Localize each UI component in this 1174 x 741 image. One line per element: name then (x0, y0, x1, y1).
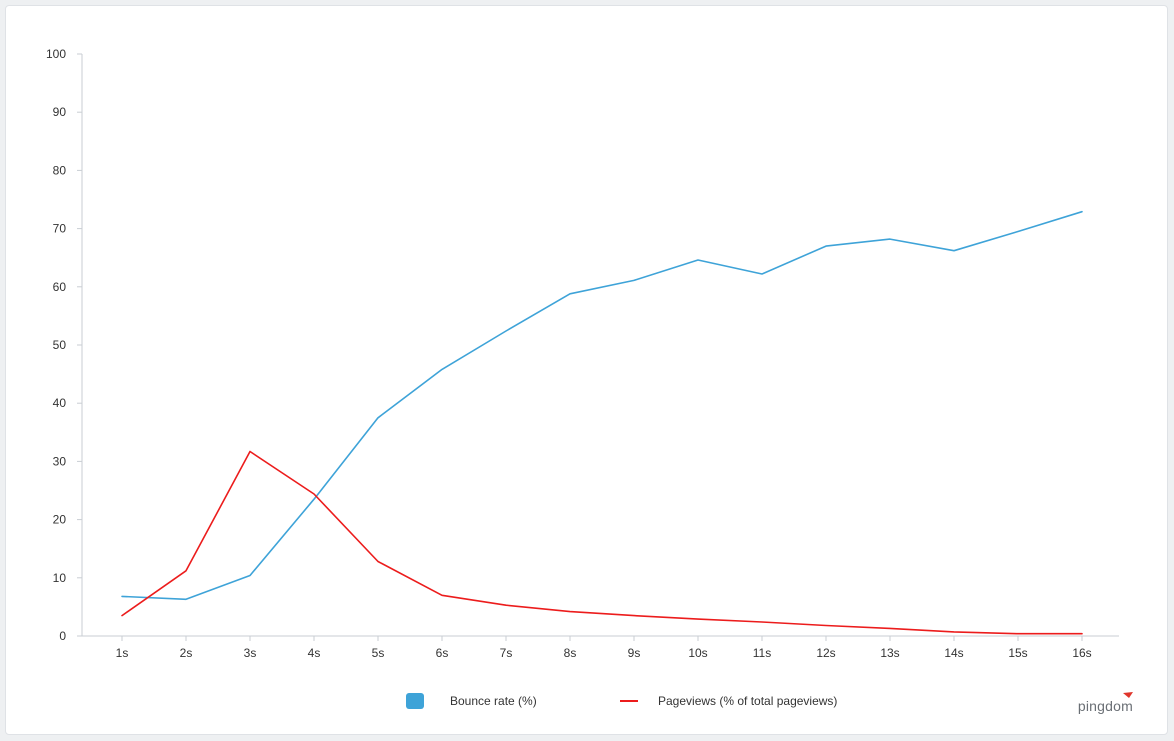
series-point-1[interactable] (119, 613, 125, 619)
series-point-0[interactable] (823, 243, 829, 249)
y-tick-label: 90 (53, 105, 67, 119)
series-point-1[interactable] (247, 449, 253, 455)
legend-swatch-bounce-rate (406, 693, 424, 709)
series-point-0[interactable] (439, 366, 445, 372)
x-tick-label: 14s (944, 646, 963, 660)
series-point-1[interactable] (1015, 631, 1021, 637)
series-line-0[interactable] (121, 210, 1083, 601)
series-point-1[interactable] (567, 609, 573, 615)
x-tick-label: 1s (116, 646, 129, 660)
series-point-0[interactable] (183, 596, 189, 602)
series-point-0[interactable] (119, 593, 125, 599)
series-point-1[interactable] (695, 616, 701, 622)
series-point-1[interactable] (375, 559, 381, 565)
legend-swatch-pageviews (620, 700, 638, 702)
series-point-1[interactable] (1079, 631, 1085, 637)
chart-card: 0 10 20 30 40 50 60 70 80 90 100 1s 2s 3s 4s 5s 6s 7s 8s 9… (5, 5, 1168, 735)
x-tick-label: 2s (180, 646, 193, 660)
series-point-0[interactable] (375, 415, 381, 421)
y-tick-label: 100 (46, 47, 66, 61)
y-axis: 0 10 20 30 40 50 60 70 80 90 100 (46, 47, 83, 643)
series-point-1[interactable] (439, 592, 445, 598)
series-point-1[interactable] (951, 629, 957, 635)
y-tick-label: 50 (53, 338, 67, 352)
series-point-0[interactable] (1079, 209, 1085, 215)
series-line-1[interactable] (121, 450, 1083, 635)
x-axis: 1s 2s 3s 4s 5s 6s 7s 8s 9s 10s 11s 12s 13s 14s 15s 16s (82, 635, 1119, 660)
series-point-1[interactable] (183, 568, 189, 574)
legend-label-pageviews: Pageviews (% of total pageviews) (658, 694, 838, 708)
y-tick-label: 40 (53, 396, 67, 410)
y-tick-label: 20 (53, 513, 67, 527)
pingdom-logo-icon (1123, 692, 1133, 698)
series-point-1[interactable] (311, 491, 317, 497)
y-tick-label: 30 (53, 454, 67, 468)
series-point-1[interactable] (887, 625, 893, 631)
x-tick-label: 10s (688, 646, 707, 660)
legend-label-bounce-rate: Bounce rate (%) (450, 694, 537, 708)
legend: Bounce rate (%) Pageviews (% of total pa… (6, 689, 1169, 713)
series-point-0[interactable] (951, 248, 957, 254)
series-point-0[interactable] (631, 277, 637, 283)
line-chart: 0 10 20 30 40 50 60 70 80 90 100 1s 2s 3s 4s 5s 6s 7s 8s 9… (46, 47, 1119, 660)
series-point-1[interactable] (631, 613, 637, 619)
series-point-0[interactable] (567, 291, 573, 297)
y-tick-label: 60 (53, 280, 67, 294)
series-point-0[interactable] (887, 236, 893, 242)
series-layer (119, 209, 1085, 637)
y-tick-label: 80 (53, 163, 67, 177)
x-tick-label: 9s (628, 646, 641, 660)
x-tick-label: 15s (1008, 646, 1027, 660)
series-point-0[interactable] (695, 257, 701, 263)
legend-item-pageviews[interactable]: Pageviews (% of total pageviews) (620, 689, 837, 713)
x-tick-label: 16s (1072, 646, 1091, 660)
x-tick-label: 11s (753, 646, 771, 660)
legend-item-bounce-rate[interactable]: Bounce rate (%) (406, 689, 537, 713)
series-point-1[interactable] (503, 602, 509, 608)
x-tick-label: 8s (564, 646, 577, 660)
series-point-0[interactable] (759, 271, 765, 277)
series-point-0[interactable] (1015, 229, 1021, 235)
series-point-0[interactable] (503, 328, 509, 334)
y-tick-label: 70 (53, 222, 67, 236)
x-tick-label: 5s (372, 646, 385, 660)
y-tick-label: 10 (53, 571, 67, 585)
x-tick-label: 13s (880, 646, 899, 660)
series-point-1[interactable] (759, 619, 765, 625)
x-tick-label: 7s (500, 646, 513, 660)
series-point-0[interactable] (247, 573, 253, 579)
brand-logo: pingdom (1077, 698, 1133, 714)
series-point-1[interactable] (823, 623, 829, 629)
x-tick-label: 6s (436, 646, 449, 660)
y-tick-label: 0 (59, 629, 66, 643)
x-tick-label: 4s (308, 646, 321, 660)
x-tick-label: 3s (244, 646, 257, 660)
x-tick-label: 12s (816, 646, 835, 660)
